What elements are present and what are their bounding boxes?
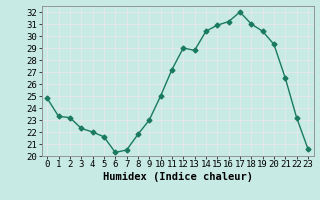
X-axis label: Humidex (Indice chaleur): Humidex (Indice chaleur): [103, 172, 252, 182]
